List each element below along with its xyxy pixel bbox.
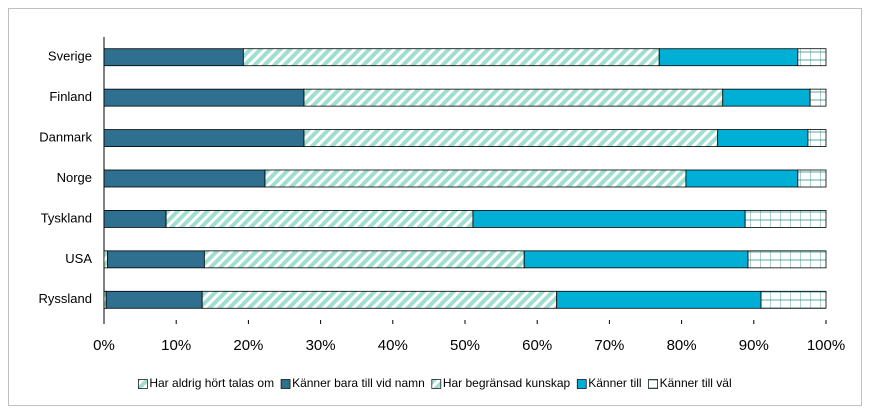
legend-swatch <box>648 379 658 389</box>
category-label: Finland <box>49 89 92 104</box>
bar-segment <box>797 169 827 188</box>
bar-segment <box>809 88 827 107</box>
bar-segment <box>523 250 749 269</box>
legend-swatch <box>280 379 291 389</box>
category-label: USA <box>65 251 92 266</box>
legend-swatch <box>431 379 442 389</box>
bar-segment <box>556 290 762 309</box>
x-tick-label: 90% <box>739 337 769 354</box>
bar-segment <box>201 290 558 309</box>
bar-segment <box>747 250 827 269</box>
category-label: Ryssland <box>39 291 92 306</box>
x-tick-label: 70% <box>594 337 624 354</box>
x-tick-label: 0% <box>93 337 115 354</box>
legend-label: Känner till <box>588 376 641 390</box>
bar-segment <box>242 48 660 67</box>
bar-segment <box>744 210 827 228</box>
legend-label: Känner till väl <box>660 376 732 390</box>
bar-segment <box>717 129 809 147</box>
x-tick-label: 30% <box>306 337 336 354</box>
bar-segment <box>107 250 205 269</box>
bar-segment <box>797 48 827 67</box>
bar-segment <box>264 169 687 188</box>
chart-frame <box>8 8 862 406</box>
bar-segment <box>807 129 827 147</box>
bar-segment <box>103 210 167 228</box>
bar-segment <box>103 169 266 188</box>
x-tick-label: 50% <box>450 337 480 354</box>
x-tick-label: 20% <box>233 337 263 354</box>
x-tick-label: 80% <box>667 337 697 354</box>
bar-segment <box>722 88 811 107</box>
bar-segment <box>103 129 305 147</box>
legend-label: Har begränsad kunskap <box>443 376 571 390</box>
bar-segment <box>165 210 474 228</box>
legend-label: Känner bara till vid namn <box>292 376 425 390</box>
x-tick-label: 10% <box>161 337 191 354</box>
bar-segment <box>303 88 724 107</box>
bar-segment <box>105 290 203 309</box>
category-label: Norge <box>57 170 92 185</box>
bar-segment <box>103 250 109 269</box>
bar-segment <box>303 129 719 147</box>
category-label: Danmark <box>39 130 92 145</box>
x-tick-label: 40% <box>378 337 408 354</box>
bar-segment <box>203 250 525 269</box>
x-tick-label: 100% <box>807 337 845 354</box>
legend-label: Har aldrig hört talas om <box>149 376 274 390</box>
bar-segment <box>103 88 305 107</box>
legend-swatch <box>576 379 587 389</box>
bar-segment <box>685 169 799 188</box>
category-label: Sverige <box>48 49 92 64</box>
bar-segment <box>103 48 244 67</box>
category-label: Tyskland <box>41 210 92 225</box>
legend: Har aldrig hört talas om Känner bara till… <box>137 376 732 390</box>
bar-segment <box>658 48 799 67</box>
x-tick-label: 60% <box>522 337 552 354</box>
bar-segment <box>472 210 746 228</box>
legend-swatch <box>137 379 148 389</box>
bar-segment <box>760 290 827 309</box>
